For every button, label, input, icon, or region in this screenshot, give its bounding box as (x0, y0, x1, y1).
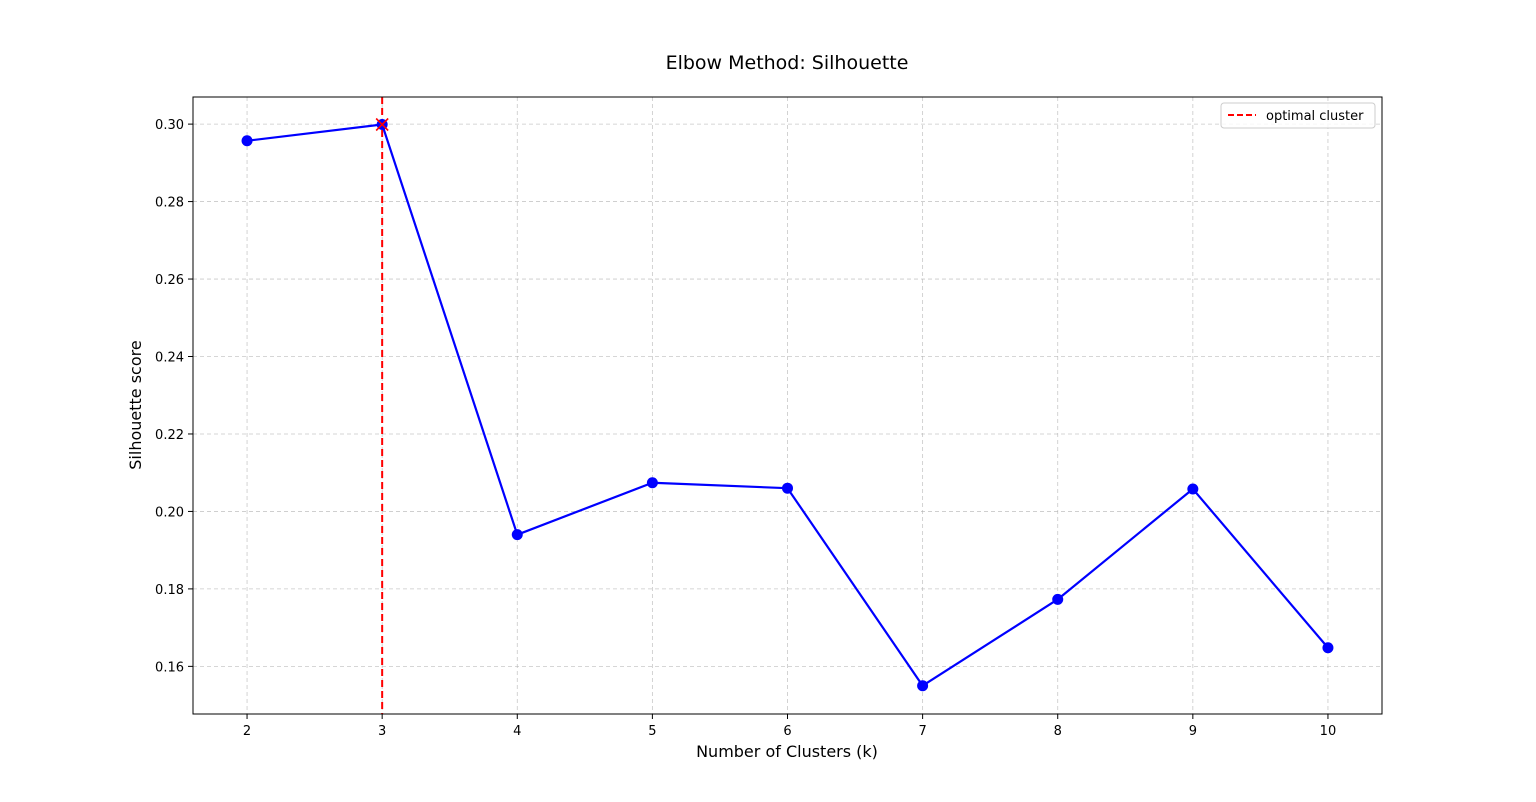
y-tick-label: 0.24 (155, 351, 184, 366)
x-tick-label: 4 (513, 724, 521, 739)
y-tick-label: 0.22 (155, 428, 184, 443)
data-point (1052, 593, 1064, 605)
x-tick-label: 8 (1054, 724, 1062, 739)
optimal-point-marker (375, 117, 389, 132)
data-point (1187, 483, 1199, 495)
y-tick-label: 0.18 (155, 583, 184, 598)
data-point (917, 680, 929, 692)
data-point (646, 477, 658, 489)
legend: optimal cluster (1220, 102, 1376, 129)
series-layer (241, 117, 1334, 692)
x-axis: 2 3 4 5 6 7 8 9 10 (243, 714, 1336, 739)
y-tick-label: 0.30 (155, 118, 184, 133)
y-axis-label: Silhouette score (126, 340, 145, 469)
data-point (1322, 642, 1334, 654)
x-tick-label: 5 (648, 724, 656, 739)
x-tick-label: 6 (783, 724, 791, 739)
optimal-marker-stroke (375, 117, 389, 132)
x-tick-label: 9 (1189, 724, 1197, 739)
y-tick-label: 0.20 (155, 505, 184, 520)
y-tick-label: 0.28 (155, 196, 184, 211)
x-tick-label: 10 (1320, 724, 1337, 739)
data-point (241, 135, 253, 147)
y-tick-label: 0.26 (155, 273, 184, 288)
x-axis-label: Number of Clusters (k) (696, 742, 878, 761)
legend-entry-optimal-cluster: optimal cluster (1266, 109, 1364, 124)
data-point (511, 529, 523, 541)
x-tick-label: 3 (378, 724, 386, 739)
x-tick-label: 2 (243, 724, 251, 739)
legend-box (1220, 102, 1376, 129)
y-tick-label: 0.16 (155, 660, 184, 675)
y-axis: 0.16 0.18 0.20 0.22 0.24 0.26 0.28 0.30 (155, 118, 193, 675)
chart-title: Elbow Method: Silhouette (666, 52, 909, 74)
data-point (782, 482, 793, 494)
x-tick-label: 7 (918, 724, 926, 739)
grid (193, 97, 1382, 714)
